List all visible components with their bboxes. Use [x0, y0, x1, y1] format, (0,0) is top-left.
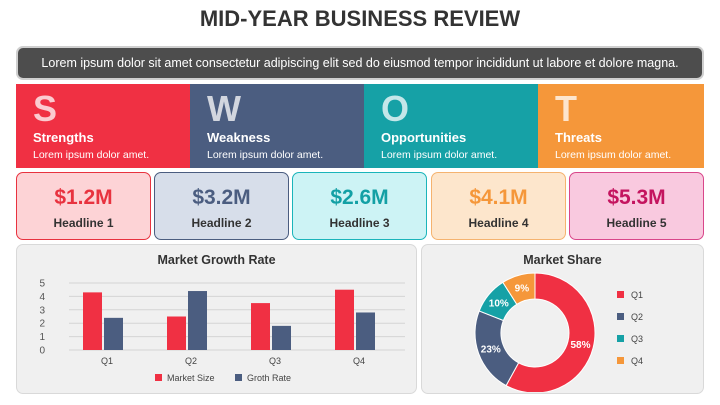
- swot-desc: Lorem ipsum dolor amet.: [555, 149, 672, 161]
- x-tick-label: Q4: [353, 356, 365, 366]
- x-tick-label: Q1: [101, 356, 113, 366]
- swot-name: Strengths: [33, 130, 94, 145]
- kpi-label: Headline 2: [191, 216, 252, 230]
- donut-data-label: 58%: [571, 340, 591, 351]
- kpi-value: $5.3M: [607, 186, 666, 209]
- y-tick-label: 0: [39, 346, 45, 357]
- legend-label: Q4: [631, 356, 643, 366]
- y-tick-label: 4: [39, 292, 45, 303]
- donut-chart: 58% 23% 10% 9% Q1 Q2 Q3 Q4: [474, 272, 643, 392]
- kpi-value: $1.2M: [54, 186, 113, 209]
- kpi-card-4: $4.1M Headline 4: [431, 172, 566, 240]
- legend-swatch: [235, 374, 242, 381]
- legend-swatch: [155, 374, 162, 381]
- x-tick-label: Q2: [185, 356, 197, 366]
- legend-swatch: [617, 313, 624, 320]
- swot-letter: S: [33, 88, 58, 129]
- kpi-value: $4.1M: [469, 186, 528, 209]
- swot-desc: Lorem ipsum dolor amet.: [381, 149, 498, 161]
- donut-slice-q4: [502, 272, 536, 305]
- legend-swatch: [617, 335, 624, 342]
- bar-market-size: [335, 289, 354, 350]
- kpi-card-3: $2.6M Headline 3: [292, 172, 427, 240]
- x-tick-label: Q3: [269, 356, 281, 366]
- kpi-value: $2.6M: [330, 186, 389, 209]
- bar-chart-title: Market Growth Rate: [157, 253, 276, 267]
- market-share-panel: Market Share 58% 23% 10% 9% Q1 Q2 Q3 Q4: [421, 244, 704, 394]
- legend-swatch: [617, 291, 624, 298]
- y-tick-label: 3: [39, 305, 45, 316]
- kpi-label: Headline 4: [468, 216, 529, 230]
- swot-desc: Lorem ipsum dolor amet.: [207, 149, 324, 161]
- swot-name: Opportunities: [381, 130, 467, 145]
- market-growth-panel: Market Growth Rate 0 1 2 3 4 5 Q1 Q2 Q3 Q4 Market …: [16, 244, 417, 394]
- swot-name: Threats: [555, 130, 602, 145]
- legend-label: Market Size: [167, 373, 215, 383]
- swot-strengths: S Strengths Lorem ipsum dolor amet.: [16, 84, 190, 168]
- kpi-card-5: $5.3M Headline 5: [569, 172, 704, 240]
- kpi-value: $3.2M: [192, 186, 251, 209]
- donut-data-label: 10%: [489, 299, 509, 310]
- legend-label: Q1: [631, 290, 643, 300]
- y-tick-label: 1: [39, 332, 45, 343]
- swot-letter: T: [555, 88, 577, 129]
- legend-label: Groth Rate: [247, 373, 291, 383]
- swot-opportunities: O Opportunities Lorem ipsum dolor amet.: [364, 84, 538, 168]
- swot-name: Weakness: [207, 130, 271, 145]
- swot-letter: W: [207, 88, 241, 129]
- donut-chart-title: Market Share: [523, 253, 602, 267]
- legend-swatch: [617, 357, 624, 364]
- kpi-label: Headline 5: [606, 216, 667, 230]
- bar-market-size: [251, 303, 270, 350]
- y-tick-label: 5: [39, 279, 45, 290]
- kpi-label: Headline 1: [53, 216, 114, 230]
- donut-slice-q1: [505, 272, 596, 392]
- summary-banner: Lorem ipsum dolor sit amet consectetur a…: [16, 46, 704, 80]
- donut-data-label: 23%: [481, 344, 501, 355]
- bar-market-size: [167, 316, 186, 350]
- swot-weakness: W Weakness Lorem ipsum dolor amet.: [190, 84, 364, 168]
- swot-letter: O: [381, 88, 410, 129]
- y-tick-label: 2: [39, 319, 45, 330]
- swot-desc: Lorem ipsum dolor amet.: [33, 149, 150, 161]
- kpi-label: Headline 3: [329, 216, 390, 230]
- donut-data-label: 9%: [515, 283, 530, 294]
- bar-groth-rate: [188, 291, 207, 350]
- kpi-card-1: $1.2M Headline 1: [16, 172, 151, 240]
- bar-groth-rate: [104, 317, 123, 350]
- bar-groth-rate: [272, 325, 291, 350]
- bar-market-size: [83, 292, 102, 350]
- page-title: MID-YEAR BUSINESS REVIEW: [199, 6, 521, 31]
- kpi-card-2: $3.2M Headline 2: [154, 172, 289, 240]
- bar-chart: 0 1 2 3 4 5 Q1 Q2 Q3 Q4 Market Size Groth Rate: [39, 279, 405, 383]
- legend-label: Q2: [631, 312, 643, 322]
- bar-groth-rate: [356, 312, 375, 350]
- legend-label: Q3: [631, 334, 643, 344]
- swot-threats: T Threats Lorem ipsum dolor amet.: [538, 84, 704, 168]
